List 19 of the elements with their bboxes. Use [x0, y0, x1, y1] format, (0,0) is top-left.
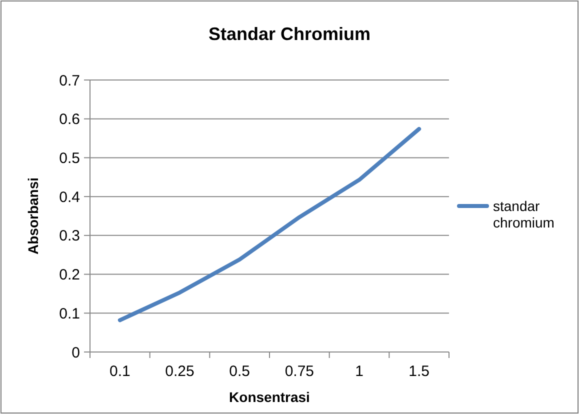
y-tick-label: 0.3 — [59, 228, 80, 245]
y-tick-label: 0.5 — [59, 150, 80, 167]
x-tick-label: 1.5 — [408, 363, 430, 380]
y-axis-title: Absorbansi — [25, 177, 41, 255]
x-tick-label: 1 — [355, 363, 364, 380]
y-tick-label: 0 — [72, 344, 80, 362]
x-tick-label: 0.75 — [284, 363, 314, 380]
y-tick-label: 0.2 — [59, 266, 80, 284]
x-tick-label: 0.25 — [165, 363, 194, 380]
line-series — [118, 126, 422, 322]
y-tick-label: 0.1 — [59, 305, 80, 322]
y-tick-label: 0.6 — [59, 111, 80, 128]
y-tick-label: 0.7 — [59, 72, 80, 90]
x-axis-title: Konsentrasi — [229, 389, 310, 405]
legend-label: standar chromium — [493, 198, 554, 231]
y-tick-label: 0.4 — [59, 188, 80, 206]
chart-title: Standar Chromium — [208, 24, 371, 44]
x-tick-label: 0.5 — [229, 363, 250, 380]
x-tick-label: 0.1 — [109, 363, 130, 380]
